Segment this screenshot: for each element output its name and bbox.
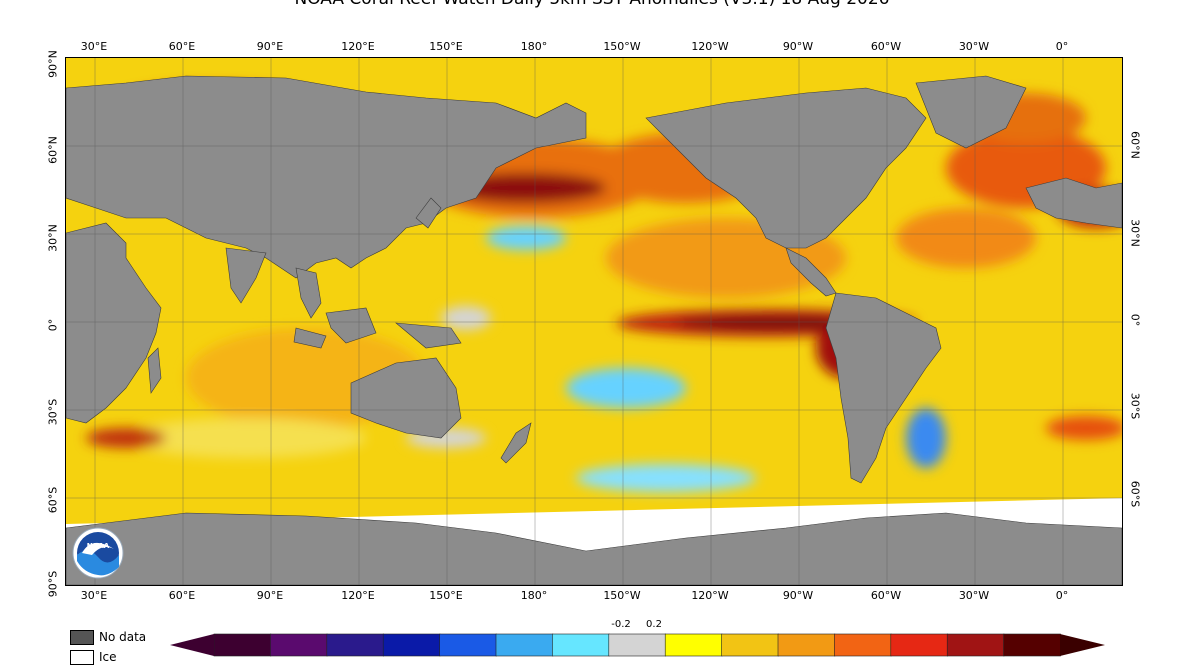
land-masses	[66, 75, 1122, 585]
left-tick-label: 30°N	[46, 224, 60, 252]
no-data-label: No data	[99, 630, 147, 644]
colorbar-segment	[721, 633, 779, 657]
noaa-logo: NOAA	[72, 527, 124, 579]
colorbar-segment	[946, 633, 1005, 657]
map-legend: No data Ice	[70, 627, 146, 667]
colorbar-segment	[1003, 633, 1061, 657]
map-canvas	[66, 58, 1122, 585]
colorbar-left-arrow	[170, 634, 214, 656]
color-scale-bar	[170, 633, 1105, 657]
top-tick-label: 150°W	[603, 40, 641, 53]
logo-text: NOAA	[87, 542, 110, 550]
top-tick-label: 150°E	[429, 40, 463, 53]
colorbar-label-pos: 0.2	[646, 619, 662, 630]
bottom-tick-label: 150°W	[603, 589, 641, 602]
left-tick-label: 30°S	[46, 398, 60, 426]
no-data-swatch	[70, 629, 94, 645]
colorbar-segment	[382, 633, 441, 657]
top-tick-label: 90°E	[256, 40, 284, 53]
bottom-tick-label: 60°W	[870, 589, 902, 602]
bottom-tick-label: 90°E	[256, 589, 284, 602]
colorbar-segment	[213, 633, 272, 657]
top-tick-label: 90°W	[782, 40, 814, 53]
top-tick-label: 30°E	[80, 40, 108, 53]
colorbar-right-arrow	[1060, 634, 1105, 656]
top-tick-label: 60°W	[870, 40, 902, 53]
left-tick-label: 90°N	[46, 50, 60, 78]
top-tick-label: 120°E	[341, 40, 375, 53]
left-tick-label: 60°N	[46, 136, 60, 164]
legend-ice: Ice	[70, 647, 146, 667]
ice-label: Ice	[99, 650, 117, 664]
bottom-tick-label: 90°W	[782, 589, 814, 602]
bottom-tick-label: 30°E	[80, 589, 108, 602]
colorbar-segment	[777, 633, 836, 657]
legend-no-data: No data	[70, 627, 146, 647]
colorbar-segment	[890, 633, 948, 657]
right-tick-label: 30°S	[1128, 392, 1142, 420]
colorbar-segment	[439, 633, 497, 657]
left-tick-label: 60°S	[46, 486, 60, 514]
top-tick-label: 30°W	[958, 40, 990, 53]
bottom-tick-label: 30°W	[958, 589, 990, 602]
right-tick-label: 0°	[1128, 313, 1142, 327]
left-tick-label: 90°S	[46, 570, 60, 598]
top-tick-label: 60°E	[168, 40, 196, 53]
right-tick-label: 60°S	[1128, 480, 1142, 508]
right-tick-label: 30°N	[1128, 219, 1142, 247]
bottom-tick-label: 120°W	[691, 589, 729, 602]
ice-swatch	[70, 649, 94, 665]
graticule	[66, 58, 1122, 585]
colorbar-segment	[834, 633, 892, 657]
bottom-tick-label: 150°E	[429, 589, 463, 602]
bottom-tick-label: 180°	[520, 589, 548, 602]
bottom-tick-label: 120°E	[341, 589, 375, 602]
map-title: NOAA Coral Reef Watch Daily 5km SST Anom…	[0, 0, 1184, 9]
colorbar-segment	[495, 633, 554, 657]
colorbar-segment	[608, 633, 666, 657]
top-tick-label: 0°	[1055, 40, 1069, 53]
left-tick-label: 0°	[46, 318, 60, 332]
colorbar-segment	[552, 633, 610, 657]
colorbar-segment	[664, 633, 723, 657]
colorbar-segment	[326, 633, 385, 657]
bottom-tick-label: 0°	[1055, 589, 1069, 602]
colorbar-segment	[270, 633, 328, 657]
top-tick-label: 120°W	[691, 40, 729, 53]
right-tick-label: 60°N	[1128, 131, 1142, 159]
top-tick-label: 180°	[520, 40, 548, 53]
sst-anomaly-map	[65, 57, 1123, 586]
bottom-tick-label: 60°E	[168, 589, 196, 602]
colorbar-label-neg: -0.2	[611, 619, 631, 630]
